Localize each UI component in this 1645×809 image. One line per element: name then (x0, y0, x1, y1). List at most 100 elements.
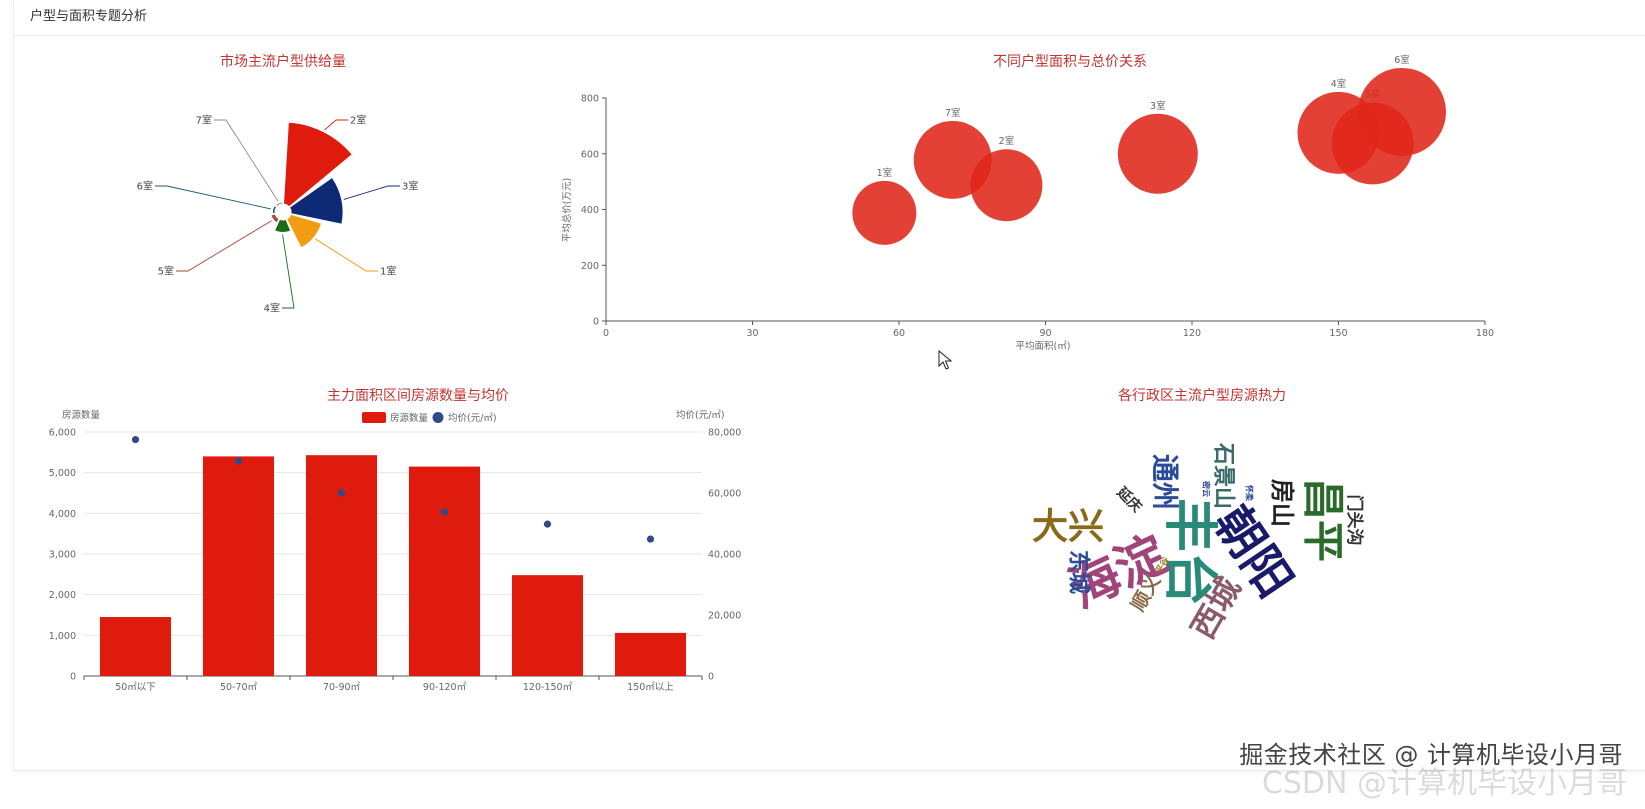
bar-right-axis-name: 均价(元/㎡) (676, 409, 725, 421)
bubble-x-tick-label: 120 (1183, 328, 1201, 339)
bar-3[interactable] (305, 455, 378, 676)
pie-label: 3室 (402, 180, 418, 193)
wordcloud-word-8[interactable]: 石景山 (1211, 442, 1236, 509)
pie-label-line (214, 119, 279, 202)
pie-label-line (324, 119, 348, 131)
pie-slice-5[interactable] (270, 213, 280, 224)
legend-bar-label[interactable]: 房源数量 (390, 412, 429, 424)
watermark-ghost: CSDN @计算机毕设小月哥 (1261, 766, 1627, 801)
pie-label-line (343, 185, 400, 200)
pie-slice-6[interactable] (271, 205, 278, 215)
wordcloud-word-13[interactable]: 延庆 (1113, 483, 1146, 516)
bar-left-tick-label: 6,000 (49, 428, 76, 439)
pie-label: 5室 (158, 265, 174, 278)
pie-slice-7[interactable] (275, 201, 284, 208)
bar-legend[interactable]: 房源数量 均价(元/㎡) (362, 412, 497, 424)
wordcloud-word-16[interactable]: 密云 (1202, 480, 1212, 497)
bar-x-tick-label: 50㎡以下 (115, 682, 156, 693)
bubble-y-tick-label: 200 (581, 261, 599, 272)
bar-x-tick-label: 90-120㎡ (423, 682, 467, 693)
bubble-point-label: 6室 (1394, 54, 1410, 66)
bubble-x-tick-label: 180 (1476, 328, 1494, 339)
bar-right-tick-label: 80,000 (708, 428, 741, 439)
pie-slice-4[interactable] (273, 218, 292, 233)
bubble-x-tick-label: 0 (603, 328, 609, 339)
wordcloud-word-1[interactable]: 丰台 (1159, 498, 1222, 606)
legend-bar-swatch[interactable] (362, 412, 386, 423)
legend-dot-label[interactable]: 均价(元/㎡) (448, 412, 497, 424)
pie-slice-1[interactable] (282, 121, 353, 208)
pie-title: 市场主流户型供给量 (220, 53, 346, 70)
bar-price-chart[interactable]: 主力面积区间房源数量与均价 房源数量 均价(元/㎡) 房源数量 均价(元/㎡) … (40, 380, 780, 730)
bar-6[interactable] (614, 632, 687, 676)
wordcloud-word-9[interactable]: 房山 (1268, 479, 1296, 527)
pie-slice-3[interactable] (286, 213, 323, 249)
pie-label-line (315, 238, 378, 272)
price-dot-5[interactable] (543, 520, 552, 528)
panel-header: 户型与面积专题分析 (14, 0, 1645, 36)
bubble-x-tick-label: 30 (746, 328, 758, 339)
bubble-ylabel: 平均总价(万元) (561, 178, 573, 242)
bar-left-tick-label: 2,000 (49, 590, 76, 601)
wordcloud-title: 各行政区主流户型房源热力 (1118, 387, 1286, 404)
pie-label-line (282, 234, 295, 309)
bubble-chart[interactable]: 不同户型面积与总价关系 0 30 60 90 120 150 180 0 200 400 600 80… (540, 40, 1540, 360)
mouse-cursor-icon (938, 350, 952, 370)
wordcloud-word-15[interactable]: 怀柔 (1245, 485, 1255, 502)
bubble-point-label: 4室 (1331, 78, 1347, 90)
price-dot-3[interactable] (337, 489, 346, 497)
bar-x-tick-label: 120-150㎡ (523, 682, 573, 693)
pie-label-line (176, 220, 272, 272)
bubble-svg[interactable]: 不同户型面积与总价关系 0 30 60 90 120 150 180 0 200 400 600 80… (540, 40, 1540, 360)
bar-x-tick-label: 50-70㎡ (220, 682, 258, 693)
bar-4[interactable] (408, 466, 481, 676)
bar-x-tick-label: 70-90㎡ (323, 682, 361, 693)
wordcloud-word-7[interactable]: 通州 (1149, 454, 1182, 510)
bubble-xlabel: 平均面积(㎡) (1016, 340, 1071, 352)
bubble-point-7[interactable] (1357, 67, 1446, 156)
bubble-point-label: 7室 (945, 107, 961, 119)
bar-left-tick-label: 5,000 (49, 468, 76, 479)
bar-left-tick-label: 0 (70, 672, 76, 683)
wordcloud-word-10[interactable]: 东城 (1066, 550, 1092, 594)
page-title: 户型与面积专题分析 (30, 9, 148, 24)
pie-label: 7室 (196, 114, 212, 127)
price-dot-6[interactable] (646, 535, 655, 543)
bar-5[interactable] (511, 575, 584, 676)
bar-1[interactable] (99, 617, 172, 676)
bubble-y-tick-label: 800 (581, 94, 599, 105)
bubble-y-tick-label: 400 (581, 205, 599, 216)
bubble-x-tick-label: 150 (1329, 328, 1347, 339)
price-dot-2[interactable] (234, 457, 243, 465)
pie-label: 1室 (380, 265, 396, 278)
bubble-point-label: 3室 (1150, 100, 1166, 112)
price-dot-4[interactable] (440, 508, 449, 516)
pie-slice-2[interactable] (289, 176, 344, 225)
bar-right-tick-label: 40,000 (708, 550, 741, 561)
bar-x-tick-label: 150㎡以上 (627, 682, 674, 693)
legend-dot-swatch[interactable] (432, 412, 444, 423)
bubble-point-label: 1室 (877, 167, 893, 179)
bar-left-axis-name: 房源数量 (62, 409, 101, 421)
price-dot-1[interactable] (131, 436, 140, 444)
bar-right-tick-label: 60,000 (708, 489, 741, 500)
wordcloud-chart[interactable]: 各行政区主流户型房源热力 丰台 海淀 朝阳 昌平 大兴 西城 通州 石景山 房山 东城 顺义 门头沟延… (1020, 380, 1440, 660)
rose-pie-chart[interactable]: 市场主流户型供给量 2室 3室 1室 4室 5室 6室 7室 (100, 40, 500, 340)
pie-label: 6室 (137, 180, 153, 193)
bubble-point-1[interactable] (852, 180, 917, 245)
bar-price-svg[interactable]: 主力面积区间房源数量与均价 房源数量 均价(元/㎡) 房源数量 均价(元/㎡) … (40, 380, 780, 730)
bubble-point-label: 2室 (999, 135, 1015, 147)
wordcloud-word-12[interactable]: 门头沟 (1344, 495, 1365, 546)
bubble-x-tick-label: 60 (893, 328, 905, 339)
watermark: 掘金技术社区 @ 计算机毕设小月哥 (1239, 741, 1623, 769)
bubble-point-3[interactable] (970, 149, 1043, 222)
pie-label-line (155, 185, 271, 210)
bar-2[interactable] (202, 456, 275, 676)
bubble-point-4[interactable] (1117, 113, 1198, 194)
bubble-y-tick-label: 0 (593, 317, 599, 328)
wordcloud-word-5[interactable]: 大兴 (1032, 507, 1104, 548)
bar-left-tick-label: 1,000 (49, 631, 76, 642)
rose-pie-svg[interactable]: 市场主流户型供给量 2室 3室 1室 4室 5室 6室 7室 (100, 40, 500, 340)
wordcloud-word-4[interactable]: 昌平 (1299, 478, 1348, 562)
